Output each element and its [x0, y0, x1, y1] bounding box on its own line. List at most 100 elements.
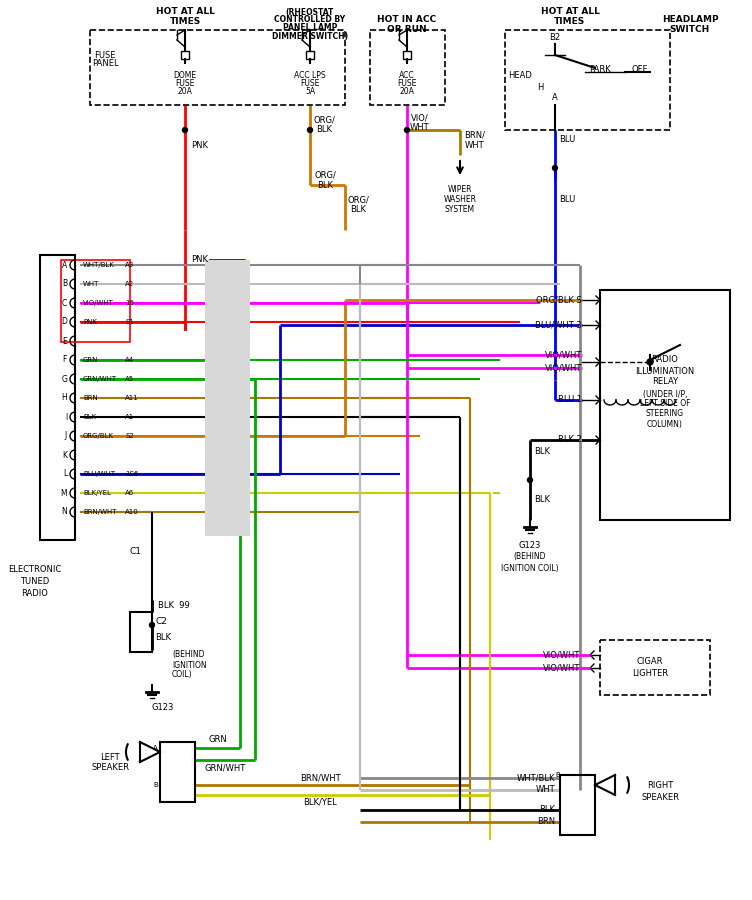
Text: ELECTRONIC: ELECTRONIC [8, 565, 62, 574]
Text: S2: S2 [125, 433, 134, 439]
Text: D: D [61, 318, 67, 327]
Text: J: J [65, 431, 67, 440]
Text: (UNDER I/P,: (UNDER I/P, [643, 390, 687, 399]
Text: FUSE: FUSE [397, 78, 417, 87]
Text: A: A [153, 745, 158, 751]
Text: PARK: PARK [589, 66, 611, 75]
Text: G: G [61, 374, 67, 383]
Text: BLK: BLK [534, 447, 550, 456]
Text: WHT/BLK: WHT/BLK [517, 773, 555, 782]
Text: H: H [537, 84, 543, 93]
Text: WHT: WHT [410, 123, 430, 132]
Text: LIGHTER: LIGHTER [632, 670, 668, 679]
Text: BLU: BLU [559, 136, 575, 145]
Text: F: F [62, 356, 67, 364]
Text: BLK/YEL: BLK/YEL [83, 490, 111, 496]
Bar [61, 260, 130, 342]
Text: LEFT SIDE OF: LEFT SIDE OF [640, 400, 690, 409]
Text: N: N [61, 508, 67, 517]
Text: STEERING: STEERING [646, 410, 684, 418]
Text: A6: A6 [125, 490, 135, 496]
Text: BRN: BRN [83, 395, 98, 401]
Text: GRN/WHT: GRN/WHT [83, 376, 117, 382]
Text: BLK: BLK [539, 806, 555, 814]
Text: WIPER: WIPER [447, 185, 472, 194]
Text: ORG/BLK: ORG/BLK [83, 433, 114, 439]
Text: BLK: BLK [350, 205, 366, 214]
Text: OFF: OFF [632, 66, 648, 75]
Text: ACC: ACC [399, 70, 415, 79]
Bar [160, 742, 195, 802]
Text: IGNITION COIL): IGNITION COIL) [501, 563, 559, 572]
Text: BLK 2: BLK 2 [558, 436, 582, 445]
Text: 16: 16 [125, 300, 134, 306]
Text: BLU 1: BLU 1 [558, 395, 582, 404]
Text: HOT AT ALL: HOT AT ALL [156, 7, 214, 16]
Text: HEADLAMP: HEADLAMP [662, 15, 718, 24]
Text: ACC LPS: ACC LPS [294, 70, 326, 79]
Text: FUSE: FUSE [94, 50, 116, 59]
Bar [600, 640, 710, 695]
Text: ORG/: ORG/ [347, 195, 369, 204]
Text: VIO/WHT: VIO/WHT [543, 663, 580, 672]
Text: HOT AT ALL: HOT AT ALL [541, 7, 599, 16]
Bar [40, 255, 75, 540]
Text: A11: A11 [125, 395, 139, 401]
Text: C: C [62, 299, 67, 308]
Text: WASHER: WASHER [444, 195, 477, 204]
Text: E: E [62, 337, 67, 346]
Text: PNK: PNK [83, 319, 97, 325]
Text: B2: B2 [550, 33, 560, 42]
Circle shape [183, 128, 187, 132]
Text: H: H [61, 393, 67, 402]
Text: B: B [62, 280, 67, 289]
Text: ILLUMINATION: ILLUMINATION [635, 367, 695, 376]
Text: GRN: GRN [83, 357, 99, 363]
Bar [370, 30, 445, 105]
Text: B: B [556, 772, 560, 778]
Circle shape [150, 623, 154, 627]
Text: WHT/BLK: WHT/BLK [83, 262, 115, 268]
Bar [205, 260, 250, 536]
Text: BLK: BLK [316, 125, 332, 134]
Text: BLU/WHT 3: BLU/WHT 3 [535, 320, 582, 329]
Text: VIO/: VIO/ [411, 113, 429, 122]
Text: RADIO: RADIO [22, 590, 48, 598]
Text: PANEL: PANEL [92, 58, 118, 68]
Text: TIMES: TIMES [554, 17, 586, 26]
Text: ORG/: ORG/ [314, 170, 336, 179]
Text: BRN/WHT: BRN/WHT [83, 509, 117, 515]
Circle shape [308, 128, 313, 132]
Text: BLK: BLK [317, 181, 333, 190]
Text: BLK: BLK [83, 414, 96, 420]
Text: A5: A5 [125, 376, 134, 382]
Text: TUNED: TUNED [20, 578, 50, 587]
Text: SYSTEM: SYSTEM [445, 205, 475, 214]
Text: HEAD: HEAD [508, 70, 532, 79]
Text: 1S6: 1S6 [125, 471, 138, 477]
Text: VIO/WHT: VIO/WHT [543, 651, 580, 660]
Text: VIO/WHT: VIO/WHT [544, 350, 582, 359]
Text: BRN/: BRN/ [465, 130, 486, 140]
Text: 20A: 20A [399, 86, 414, 95]
Text: BLK/YEL: BLK/YEL [303, 797, 337, 806]
Text: TIMES: TIMES [169, 17, 201, 26]
Text: BLK  99: BLK 99 [158, 600, 190, 609]
Text: RELAY: RELAY [652, 377, 678, 386]
Text: (RHEOSTAT: (RHEOSTAT [286, 7, 334, 16]
Bar [210, 260, 245, 323]
Text: SPEAKER: SPEAKER [91, 763, 129, 772]
Text: A4: A4 [125, 357, 134, 363]
Text: SWITCH: SWITCH [670, 25, 710, 34]
Text: WHT: WHT [83, 281, 99, 287]
Bar [90, 30, 345, 105]
Text: WHT: WHT [465, 140, 485, 149]
Bar [306, 51, 314, 59]
Text: COLUMN): COLUMN) [647, 419, 683, 428]
Text: BLU: BLU [559, 195, 575, 204]
Bar [403, 51, 411, 59]
Text: PANEL LAMP: PANEL LAMP [283, 23, 337, 32]
Text: B: B [153, 782, 158, 788]
Circle shape [527, 478, 532, 482]
Text: S1: S1 [125, 319, 134, 325]
